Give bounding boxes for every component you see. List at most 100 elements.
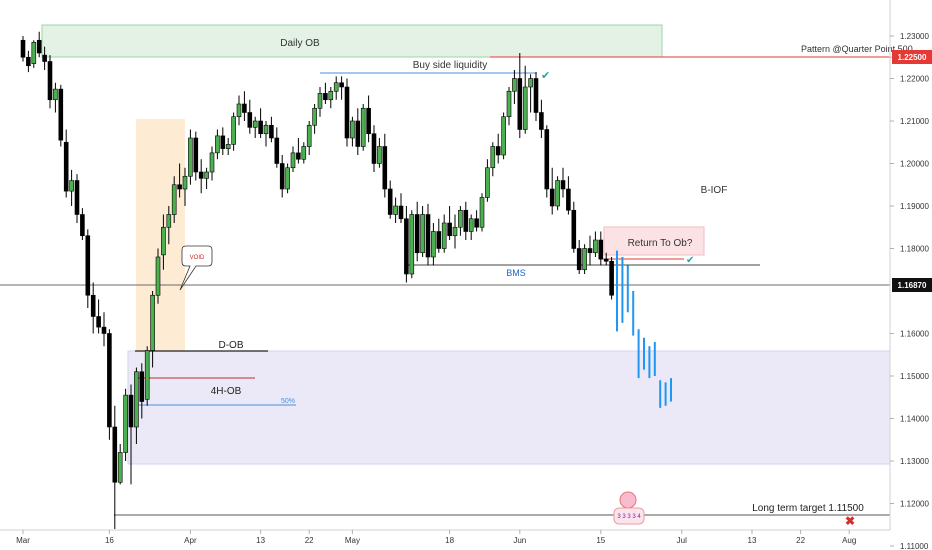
candle-body-bear: [258, 120, 263, 135]
candle-body-bear: [544, 129, 550, 190]
candle-body-bear: [90, 294, 96, 317]
candle: [209, 146, 215, 181]
candle-body-bull: [393, 205, 398, 215]
candle: [463, 201, 469, 240]
price-tick-label: 1.16000: [900, 330, 929, 339]
candle: [182, 167, 188, 206]
candle: [123, 388, 128, 461]
candle-body-bear: [323, 93, 328, 101]
candle-body-bull: [431, 231, 436, 258]
void-zone: [136, 119, 185, 351]
candle-body-bear: [193, 137, 199, 173]
candle-body-bull: [209, 152, 215, 173]
candle-body-bull: [458, 209, 463, 228]
candle: [479, 193, 485, 232]
return-to-ob-zone: [603, 226, 705, 256]
time-tick-label: 22: [796, 536, 805, 545]
candle-body-bear: [387, 188, 393, 215]
candle: [47, 55, 53, 109]
price-tick-label: 1.15000: [900, 372, 929, 381]
candle-body-bear: [414, 214, 420, 254]
candle: [447, 206, 452, 240]
candle: [155, 248, 161, 304]
candle: [90, 282, 96, 334]
candle: [425, 203, 431, 266]
candle: [350, 116, 355, 147]
candle-body-bull: [479, 197, 485, 228]
candle-body-bear: [128, 394, 134, 428]
candle-body-bear: [269, 124, 274, 139]
candle-body-bull: [134, 371, 139, 428]
candle: [177, 163, 182, 198]
candle: [269, 116, 274, 143]
time-tick-label: 16: [105, 536, 114, 545]
d-ob-label: D-OB: [219, 340, 244, 351]
candle-body-bull: [360, 107, 366, 147]
candle: [485, 159, 490, 202]
time-tick-label: 13: [256, 536, 265, 545]
candle-body-bear: [101, 326, 107, 334]
candle: [420, 206, 425, 257]
candle: [512, 70, 517, 104]
candle: [215, 129, 220, 160]
candle-body-bull: [409, 214, 415, 275]
candle-body-bull: [582, 248, 587, 271]
price-tick-label: 1.14000: [900, 415, 929, 424]
candle: [96, 299, 101, 334]
candle: [134, 367, 139, 444]
candle-body-bull: [420, 214, 425, 254]
candle: [474, 210, 479, 232]
candle-body-bear: [247, 112, 253, 128]
candle-body-bear: [296, 152, 301, 160]
candle: [312, 104, 317, 134]
candle: [582, 244, 587, 274]
candle: [263, 121, 269, 147]
candle-body-bear: [198, 171, 204, 179]
time-tick-label: 15: [596, 536, 605, 545]
daily-ob-zone: [41, 24, 663, 58]
price-tick-label: 1.23000: [900, 32, 929, 41]
candle: [576, 240, 582, 274]
candle: [360, 104, 366, 151]
candle-body-bear: [404, 218, 409, 275]
candle: [20, 36, 26, 62]
candle: [193, 131, 199, 181]
candle: [128, 384, 134, 485]
b-iof-label: B-IOF: [701, 185, 728, 196]
candle-body-bear: [474, 218, 479, 228]
candle-body-bear: [609, 260, 614, 296]
candle-body-bear: [26, 56, 31, 67]
candle: [560, 167, 566, 198]
candle-body-bear: [220, 135, 226, 149]
price-tick-label: 1.19000: [900, 202, 929, 211]
candle: [355, 108, 361, 155]
demand-zone: [127, 350, 891, 465]
current-price-badge: [892, 278, 932, 292]
candle-body-bear: [571, 209, 577, 249]
candle: [188, 129, 193, 185]
candle-body-bull: [441, 222, 447, 249]
candle: [301, 142, 307, 164]
candle: [58, 84, 64, 147]
candle: [279, 155, 285, 198]
candle-body-bull: [182, 175, 188, 190]
candle: [258, 108, 263, 138]
candle-body-bull: [468, 218, 474, 232]
candle-body-bear: [20, 39, 26, 58]
candle-body-bull: [306, 124, 312, 147]
candle: [603, 252, 609, 266]
sticker-icon: 3 3 3 3 4: [613, 491, 645, 525]
candle: [274, 127, 280, 168]
candle-body-bear: [242, 103, 247, 113]
candle: [63, 129, 69, 198]
candle: [382, 133, 388, 198]
time-tick-label: Mar: [16, 536, 30, 545]
candle-body-bear: [436, 231, 442, 249]
candle-body-bear: [566, 188, 571, 211]
candle-body-bear: [576, 248, 582, 271]
candle-body-bear: [274, 137, 280, 164]
candle-body-bear: [603, 258, 609, 262]
time-tick-label: 13: [748, 536, 757, 545]
return-to-ob-label: Return To Ob?: [628, 238, 693, 249]
candle-body-bull: [252, 120, 258, 128]
